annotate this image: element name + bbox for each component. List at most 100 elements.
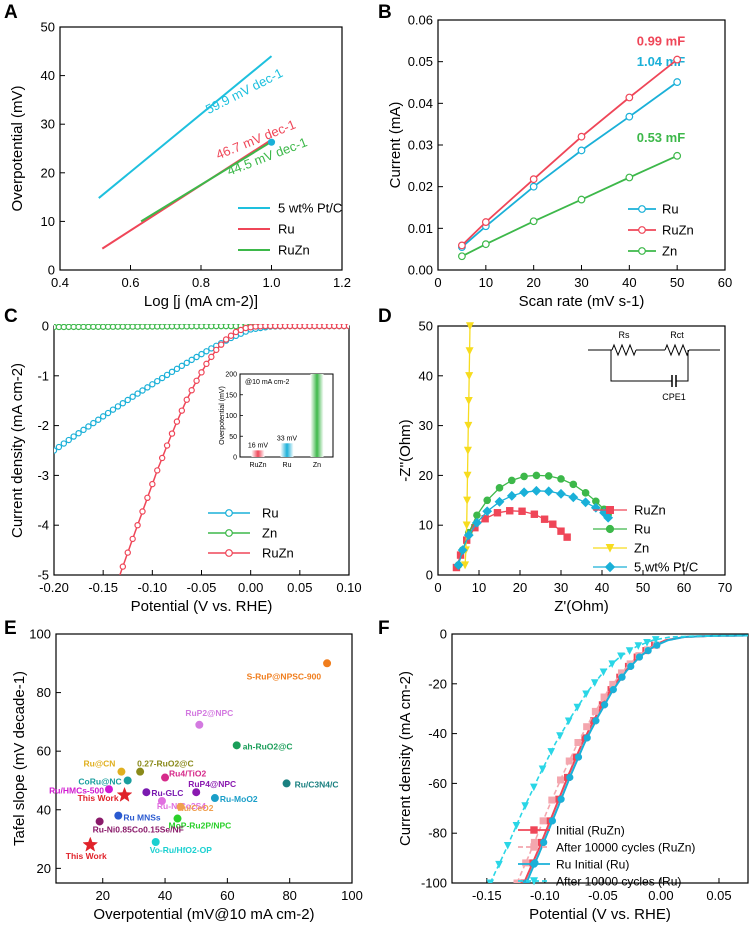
data-point	[673, 78, 682, 86]
data-point	[481, 218, 490, 226]
y-tick-label: 30	[419, 418, 433, 433]
inset-title: @10 mA cm-2	[245, 379, 290, 386]
data-point	[157, 796, 166, 805]
y-axis-label: Current density (mA cm-2)	[9, 363, 26, 538]
y-tick-label: 10	[41, 214, 55, 229]
data-point	[139, 387, 146, 394]
data-point	[583, 734, 591, 742]
x-tick-label: -0.05	[588, 888, 618, 903]
panel-label-c: C	[4, 306, 18, 327]
inset-category-label: RuZn	[249, 462, 266, 469]
data-point	[540, 838, 548, 846]
data-point	[95, 416, 102, 423]
data-point	[117, 767, 126, 776]
legend-marker	[606, 506, 614, 514]
x-axis-label: Potential (V vs. RHE)	[529, 906, 671, 923]
circuit-label-rct: Rct	[670, 330, 684, 340]
data-point	[144, 384, 151, 391]
data-point	[673, 151, 682, 160]
y-tick-label: 40	[37, 802, 51, 817]
data-point	[481, 515, 489, 523]
legend-label: 5 wt% Pt/C	[634, 560, 698, 575]
x-tick-label: 1.2	[333, 275, 351, 290]
inset-bar-ruzn	[251, 450, 265, 457]
series-line-0	[455, 510, 568, 568]
legend-marker	[638, 247, 646, 255]
data-point	[582, 690, 590, 699]
y-tick-label: 40	[41, 68, 55, 83]
data-point	[154, 467, 161, 474]
x-tick-label: 60	[220, 888, 234, 903]
legend-label: Ru	[662, 202, 679, 217]
data-point	[463, 496, 472, 505]
data-point	[538, 765, 547, 774]
y-axis-label: Overpotential (mV)	[9, 86, 26, 212]
data-point	[80, 426, 87, 434]
data-point	[653, 641, 661, 649]
inset-bar-ru	[280, 443, 294, 457]
x-tick-label: 0	[434, 275, 441, 290]
y-tick-label: 20	[37, 861, 51, 876]
y-tick-label: -3	[37, 468, 49, 483]
data-point	[495, 484, 504, 492]
capacitance-annotation: 0.99 mF	[637, 34, 685, 49]
series-line-3	[457, 490, 609, 566]
data-point	[574, 739, 582, 747]
series-line-3	[489, 634, 748, 883]
panel-label-e: E	[4, 618, 17, 639]
data-point	[178, 362, 186, 370]
data-point	[134, 522, 141, 529]
data-point	[513, 879, 521, 883]
point-label: Ru-GLC	[151, 788, 183, 798]
data-point	[483, 496, 492, 505]
panel-b-cdl-chart: 0 10 20 30 40 50 60 0.00 0.01 0.02 0.03 0.04 0.05 0.0…	[387, 13, 732, 311]
x-tick-label: 10	[472, 580, 486, 595]
circuit-label-rs: Rs	[619, 330, 630, 340]
legend-label: Ru Initial (Ru)	[556, 858, 629, 872]
point-label: 0.27-RuO2@C	[137, 759, 193, 769]
data-point	[519, 487, 530, 498]
x-tick-label: 70	[718, 580, 732, 595]
inset-value-label: 16 mV	[248, 442, 269, 449]
data-point	[599, 668, 608, 677]
x-tick-label: 40	[158, 888, 172, 903]
data-point	[222, 336, 230, 343]
legend-marker	[605, 544, 615, 553]
data-point	[506, 490, 517, 501]
data-point	[635, 653, 644, 661]
inset-y-tick-label: 100	[225, 413, 237, 420]
circuit-wire	[610, 350, 672, 382]
data-point	[464, 397, 473, 406]
x-axis-label: Log [j (mA cm-2)]	[144, 293, 258, 310]
data-point	[198, 350, 205, 358]
y-tick-label: -80	[428, 826, 447, 841]
data-point	[609, 686, 617, 694]
data-point	[176, 802, 185, 811]
y-tick-label: 20	[419, 468, 433, 483]
data-point	[198, 369, 205, 376]
legend-label: After 10000 cycles (Ru)	[556, 875, 681, 889]
legend-marker	[225, 509, 233, 517]
data-point	[144, 494, 151, 502]
x-tick-label: 80	[282, 888, 296, 903]
legend-marker	[530, 860, 538, 868]
data-point	[183, 396, 190, 403]
legend-marker	[225, 529, 233, 537]
y-axis-label: Current (mA)	[387, 102, 404, 189]
legend-label: After 10000 cycles (RuZn)	[556, 841, 695, 855]
x-tick-label: 0.4	[51, 275, 69, 290]
data-point	[193, 353, 200, 361]
point-label: RuP4@NPC	[188, 779, 236, 789]
legend-label: Zn	[662, 244, 677, 259]
data-point	[577, 132, 586, 141]
data-point	[119, 399, 127, 407]
data-point	[556, 732, 564, 740]
data-point	[99, 413, 107, 420]
data-point	[549, 520, 557, 528]
data-point	[617, 652, 625, 661]
data-point	[577, 195, 586, 204]
data-point	[465, 322, 474, 331]
x-tick-label: -0.15	[88, 580, 118, 595]
data-point	[129, 535, 136, 543]
legend-marker	[225, 549, 233, 557]
